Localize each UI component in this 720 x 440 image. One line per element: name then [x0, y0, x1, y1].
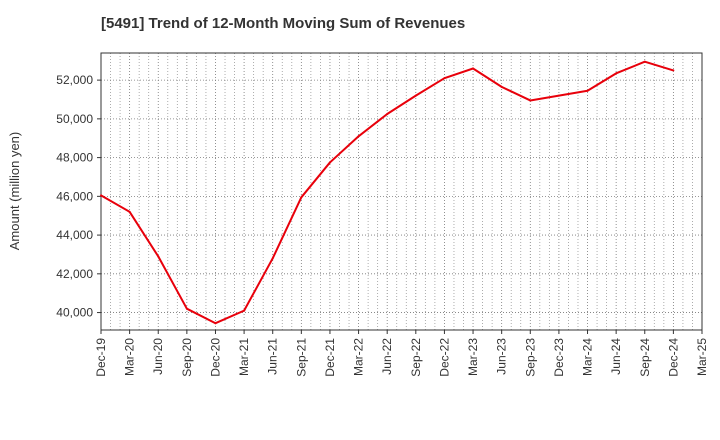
x-tick-label: Sep-20: [180, 338, 194, 377]
plot-frame: [100, 52, 703, 331]
y-tick-label: 44,000: [56, 228, 93, 242]
data-point: [414, 94, 417, 97]
axis-layer: [97, 52, 703, 334]
data-point: [243, 309, 246, 312]
data-point: [357, 135, 360, 138]
y-tick-label: 50,000: [56, 112, 93, 126]
data-point: [472, 67, 475, 70]
y-axis-label: Amount (million yen): [7, 132, 22, 251]
y-tick-label: 42,000: [56, 267, 93, 281]
x-tick-label: Jun-22: [380, 338, 394, 375]
data-point: [100, 194, 102, 197]
y-tick-label: 46,000: [56, 189, 93, 203]
x-tick-label: Sep-21: [294, 338, 308, 377]
x-tick-label: Dec-22: [437, 338, 451, 377]
data-point: [529, 99, 532, 102]
data-point: [185, 307, 188, 310]
data-point: [271, 257, 274, 260]
x-tick-label: Dec-19: [94, 338, 108, 377]
data-point: [586, 89, 589, 92]
x-tick-label: Mar-24: [581, 338, 595, 376]
y-tick-label: 40,000: [56, 306, 93, 320]
ticks-layer: 40,000 42,000 44,000 46,000 48,000 50,000 52,0…: [56, 73, 709, 377]
data-point: [443, 77, 446, 80]
chart-title: [5491] Trend of 12-Month Moving Sum of R…: [101, 15, 466, 32]
x-tick-label: Dec-21: [323, 338, 337, 377]
x-tick-label: Sep-22: [409, 338, 423, 377]
x-tick-label: Sep-24: [638, 338, 652, 377]
series-layer: [100, 60, 675, 325]
x-tick-label: Mar-22: [352, 338, 366, 376]
x-tick-label: Mar-20: [123, 338, 137, 376]
y-tick-label: 52,000: [56, 73, 93, 87]
data-point: [300, 196, 303, 199]
data-point: [500, 85, 503, 88]
x-tick-label: Jun-23: [495, 338, 509, 375]
x-tick-label: Jun-21: [266, 338, 280, 375]
series-line: [100, 60, 674, 325]
data-point: [386, 113, 389, 116]
data-point: [214, 322, 217, 325]
x-tick-label: Jun-20: [151, 338, 165, 375]
x-tick-label: Dec-24: [666, 338, 680, 377]
data-point: [557, 94, 560, 97]
data-point: [157, 255, 160, 258]
x-tick-label: Mar-21: [237, 338, 251, 376]
x-tick-label: Dec-20: [208, 338, 222, 377]
data-point: [672, 69, 675, 72]
y-tick-label: 48,000: [56, 151, 93, 165]
data-point: [328, 161, 331, 164]
x-tick-label: Dec-23: [552, 338, 566, 377]
data-point: [615, 72, 618, 75]
x-tick-label: Sep-23: [523, 338, 537, 377]
x-tick-label: Jun-24: [609, 338, 623, 375]
x-tick-label: Mar-25: [695, 338, 709, 376]
data-point: [128, 210, 131, 213]
x-tick-label: Mar-23: [466, 338, 480, 376]
grid-layer: [101, 53, 702, 330]
data-point: [643, 60, 646, 63]
